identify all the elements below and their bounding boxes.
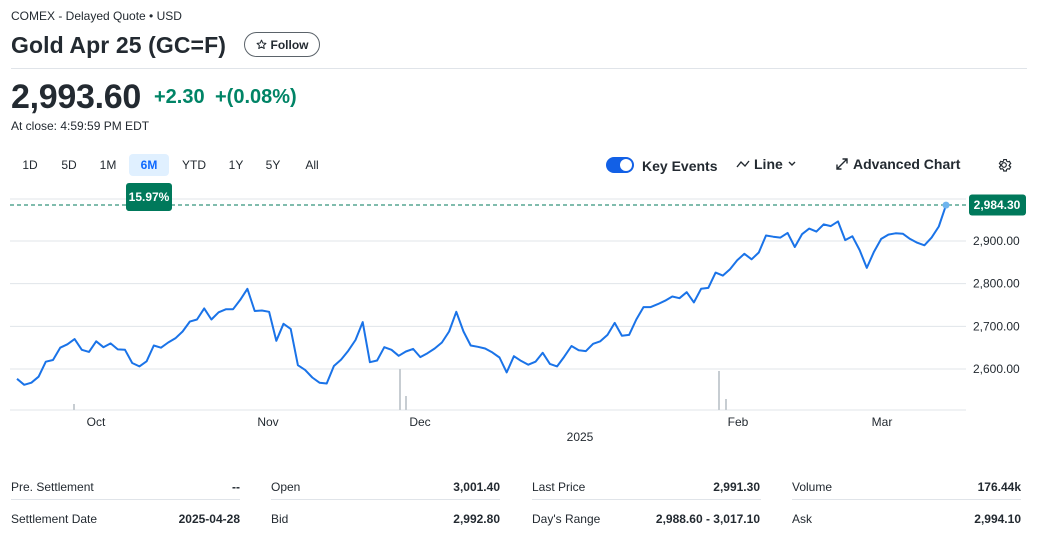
stat-value-bid: 2,992.80 — [453, 512, 500, 526]
stat-label-days-range: Day's Range — [532, 512, 601, 526]
last-price-badge — [969, 194, 1026, 216]
header-divider — [11, 68, 1027, 69]
range-tab-6m[interactable]: 6M — [129, 154, 169, 176]
exchange-info: COMEX - Delayed Quote • USD — [11, 9, 182, 23]
stat-label-pre-settlement: Pre. Settlement — [11, 480, 94, 494]
follow-label: Follow — [270, 37, 309, 52]
close-time: At close: 4:59:59 PM EDT — [11, 119, 150, 133]
key-events-toggle[interactable] — [606, 157, 634, 173]
price-chart: 2,984.30 2,600.00 2,700.00 2,800.00 2,900.0… — [10, 194, 1026, 444]
page-title: Gold Apr 25 (GC=F) — [11, 32, 226, 58]
range-tab-all[interactable]: All — [305, 158, 319, 172]
price-change: +2.30 — [154, 86, 205, 108]
y-axis-ticks: 2,600.00 2,700.00 2,800.00 2,900.00 — [973, 234, 1020, 376]
price-change-percent: +(0.08%) — [215, 86, 297, 108]
series-line — [16, 204, 947, 386]
stat-divider — [271, 499, 500, 500]
range-tab-1m[interactable]: 1M — [99, 158, 117, 172]
range-tab-5y[interactable]: 5Y — [265, 158, 281, 172]
stat-label-settlement-date: Settlement Date — [11, 512, 98, 526]
advanced-chart-label: Advanced Chart — [853, 156, 961, 172]
stat-divider — [11, 499, 240, 500]
chart-type-select[interactable]: Line — [736, 156, 797, 172]
y-tick-label: 2,800.00 — [973, 277, 1020, 291]
chevron-down-icon — [788, 161, 796, 166]
stat-divider — [532, 499, 761, 500]
stat-divider — [792, 499, 1021, 500]
key-events-label: Key Events — [642, 158, 718, 174]
stat-label-volume: Volume — [792, 480, 833, 494]
last-point — [942, 201, 950, 209]
star-icon — [256, 39, 266, 50]
gear-icon — [998, 158, 1012, 172]
stat-value-volume: 176.44k — [977, 480, 1021, 494]
settings-button[interactable] — [996, 157, 1012, 173]
stat-label-ask: Ask — [792, 512, 813, 526]
y-tick-label: 2,700.00 — [973, 319, 1020, 333]
stat-label-open: Open — [271, 480, 301, 494]
x-tick-year: 2025 — [567, 430, 594, 444]
x-tick-dec: Dec — [409, 415, 430, 429]
range-change-badge: 15.97% — [126, 183, 172, 211]
toggle-knob — [620, 159, 632, 171]
x-tick-mar: Mar — [872, 415, 893, 429]
expand-icon — [836, 158, 848, 170]
stat-value-ask: 2,994.10 — [974, 512, 1021, 526]
last-price: 2,993.60 — [11, 78, 141, 116]
stat-value-open: 3,001.40 — [453, 480, 500, 494]
stat-value-days-range: 2,988.60 - 3,017.10 — [655, 512, 760, 526]
stat-value-settlement-date: 2025-04-28 — [178, 512, 240, 526]
last-price-label: 2,984.30 — [974, 198, 1021, 212]
follow-button[interactable]: Follow — [244, 32, 320, 57]
grid-lines — [10, 240, 966, 370]
range-tab-1d[interactable]: 1D — [22, 158, 38, 172]
advanced-chart-button[interactable]: Advanced Chart — [836, 156, 960, 172]
y-tick-label: 2,600.00 — [973, 362, 1020, 376]
stat-value-last-price: 2,991.30 — [713, 480, 760, 494]
stat-label-bid: Bid — [271, 512, 289, 526]
stat-label-last-price: Last Price — [532, 480, 586, 494]
range-tab-ytd[interactable]: YTD — [182, 158, 206, 172]
range-tab-5d[interactable]: 5D — [61, 158, 77, 172]
y-tick-label: 2,900.00 — [973, 234, 1020, 248]
chart-type-label: Line — [754, 156, 783, 172]
x-tick-nov: Nov — [257, 415, 278, 429]
range-tab-1y[interactable]: 1Y — [228, 158, 244, 172]
x-tick-oct: Oct — [87, 415, 106, 429]
event-markers — [73, 369, 727, 410]
x-tick-feb: Feb — [728, 415, 749, 429]
line-chart-icon — [736, 160, 750, 168]
stat-value-pre-settlement: -- — [232, 480, 240, 494]
